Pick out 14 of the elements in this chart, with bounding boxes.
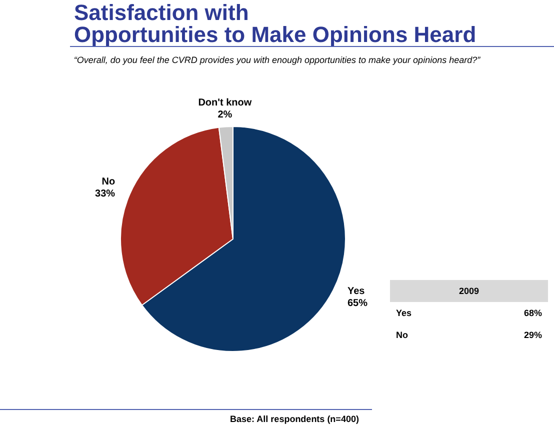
slice-label: Yes — [347, 286, 366, 298]
chart-title: Satisfaction with Opportunities to Make Opinions Heard — [74, 0, 478, 47]
data-label: 65% — [347, 298, 368, 310]
chart-subtitle: “Overall, do you feel the CVRD provides you with enough opportunities to make your opinions heard?” — [72, 55, 482, 65]
text: 68% — [522, 307, 543, 320]
slice-label: Don't know — [198, 98, 252, 109]
data-label: 33% — [95, 188, 116, 200]
data-label: 2% — [218, 110, 232, 121]
text: 2009 — [390, 280, 548, 302]
text: 29% — [522, 329, 543, 342]
text: Yes — [395, 307, 413, 320]
text: Base: All respondents (n=400) — [230, 414, 360, 424]
text: No — [395, 329, 409, 342]
slice-label: No — [102, 176, 116, 188]
